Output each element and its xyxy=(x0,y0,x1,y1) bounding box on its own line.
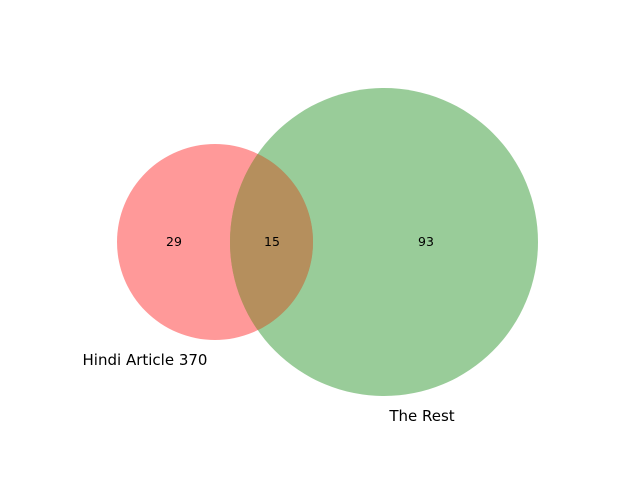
set-b-circle xyxy=(230,88,538,396)
set-b-only-count: 93 xyxy=(418,234,434,249)
set-b-label: The Rest xyxy=(388,407,454,425)
set-a-label: Hindi Article 370 xyxy=(83,351,208,369)
set-a-only-count: 29 xyxy=(166,234,182,249)
intersection-count: 15 xyxy=(264,234,280,249)
